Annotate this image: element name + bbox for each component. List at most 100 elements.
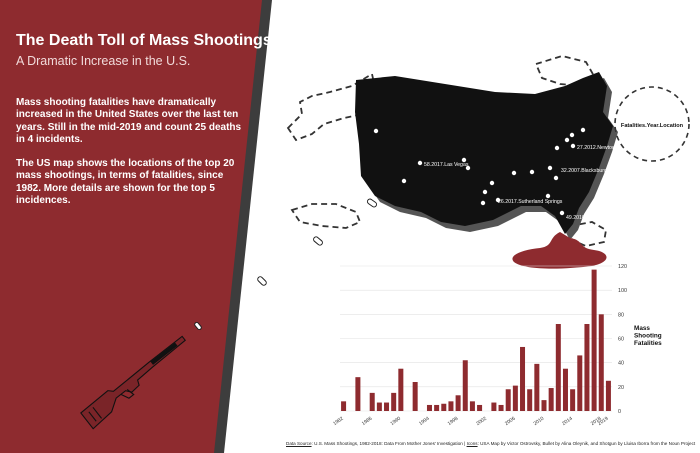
bar-2015	[577, 355, 583, 411]
credits-footer: Data Source: U.S. Mass Shootings, 1982-2…	[286, 441, 695, 446]
bar-1996	[441, 403, 447, 411]
bar-1984	[355, 377, 361, 411]
map-shooting-dot	[547, 165, 553, 171]
y-tick-label: 40	[618, 361, 624, 367]
x-tick-label: 2010	[533, 416, 546, 427]
bar-1987	[376, 402, 382, 411]
page-subtitle: A Dramatic Increase in the U.S.	[16, 54, 191, 68]
bar-1988	[384, 402, 390, 411]
map-label-las-vegas: 58.2017.Las Vegas	[424, 162, 469, 168]
hawaii-outline	[290, 203, 362, 229]
map-shooting-dot	[401, 178, 407, 184]
x-tick-label: 2006	[504, 416, 517, 427]
bullet-icon	[194, 321, 202, 331]
bar-2012	[555, 324, 561, 411]
map-shooting-dot	[461, 157, 467, 163]
bar-1997	[448, 401, 454, 411]
map-shooting-dot	[529, 169, 535, 175]
us-map	[355, 72, 613, 234]
map-shooting-dot	[545, 193, 551, 199]
bar-2007	[520, 346, 526, 411]
bar-2017	[591, 269, 597, 411]
x-tick-label: 1990	[389, 416, 402, 427]
shotgun-icon	[80, 335, 186, 430]
x-tick-label: 1982	[332, 416, 345, 427]
bar-2004	[498, 404, 504, 411]
y-tick-label: 0	[618, 409, 621, 415]
bullet-icon	[257, 276, 267, 286]
map-legend-circle	[614, 86, 690, 162]
map-shooting-dot	[580, 127, 586, 133]
y-tick-label: 120	[618, 264, 627, 270]
map-shooting-dot	[495, 197, 501, 203]
map-description-paragraph: The US map shows the locations of the to…	[16, 158, 235, 207]
bar-2013	[562, 368, 568, 411]
bar-2019	[605, 380, 611, 411]
bar-2018	[598, 314, 604, 411]
x-tick-label: 2014	[561, 416, 574, 427]
bar-2001	[477, 404, 483, 411]
x-tick-label: 1986	[361, 416, 374, 427]
bar-1992	[412, 382, 418, 411]
y-tick-label: 100	[618, 288, 627, 294]
bar-2016	[584, 324, 590, 411]
icons-label: Icons	[466, 441, 478, 446]
bar-1990	[398, 368, 404, 411]
bar-1989	[391, 392, 397, 411]
x-tick-label: 2002	[475, 416, 488, 427]
bullet-icon	[313, 236, 323, 246]
map-shooting-dot	[554, 145, 560, 151]
bullet-icon	[366, 198, 378, 208]
page-title: The Death Toll of Mass Shootings	[16, 32, 272, 49]
map-shooting-dot	[569, 132, 575, 138]
map-label-newtown: 27.2012.Newtown	[577, 145, 619, 151]
fatalities-bar-chart: 0 20 40 60 80 100 120 1982 1986 1990 1994 1998 2002 2…	[332, 264, 627, 427]
bar-2003	[491, 402, 497, 411]
bar-1982	[341, 401, 347, 411]
x-tick-label: 2018	[590, 416, 603, 427]
x-tick-label: 1998	[447, 416, 460, 427]
blood-puddle	[512, 232, 607, 269]
left-panel	[0, 0, 262, 453]
bar-1994	[426, 404, 432, 411]
source-label: Data Source	[286, 441, 312, 446]
bar-2011	[548, 388, 554, 411]
y-tick-label: 20	[618, 385, 624, 391]
icons-text: : USA Map by Victor Ostrovsky, Bullet by…	[477, 441, 696, 446]
bar-2006	[512, 385, 518, 411]
bar-2009	[534, 363, 540, 411]
bar-2008	[527, 389, 533, 411]
bar-1999	[462, 360, 468, 411]
map-shooting-dot	[564, 137, 570, 143]
map-shooting-dot	[489, 180, 495, 186]
intro-paragraph: Mass shooting fatalities have dramatical…	[16, 97, 242, 146]
alaska-outline	[286, 72, 377, 142]
bar-2014	[570, 389, 576, 411]
y-tick-label: 80	[618, 312, 624, 318]
map-shooting-dot	[465, 165, 471, 171]
bar-1998	[455, 395, 461, 411]
bar-2005	[505, 389, 511, 411]
map-label-blacksburg: 32.2007.Blacksburg	[561, 168, 607, 174]
map-legend-label: Fatalities.Year.Location	[621, 123, 684, 129]
map-shooting-dot	[417, 160, 423, 166]
x-tick-label: 1994	[418, 416, 431, 427]
map-shooting-dot	[553, 175, 559, 181]
map-shooting-dot	[373, 128, 379, 134]
map-shooting-dot	[570, 143, 576, 149]
map-shooting-dot	[480, 200, 486, 206]
y-axis-label: Mass Shooting Fatalities	[634, 325, 663, 347]
bar-1986	[369, 392, 375, 411]
y-tick-label: 60	[618, 337, 624, 343]
bar-1995	[434, 404, 440, 411]
map-shooting-dot	[482, 189, 488, 195]
map-label-sutherland-springs: 26.2017.Sutherland Springs	[498, 199, 563, 205]
bar-2000	[469, 401, 475, 411]
x-tick-label: 2019	[597, 416, 610, 427]
source-text: : U.S. Mass Shootings, 1982-2018: Data F…	[311, 441, 467, 446]
bar-2010	[541, 400, 547, 411]
map-shooting-dot	[559, 210, 565, 216]
map-shooting-dot	[511, 170, 517, 176]
map-label-orlando: 49.2016.Orlando	[566, 215, 605, 221]
